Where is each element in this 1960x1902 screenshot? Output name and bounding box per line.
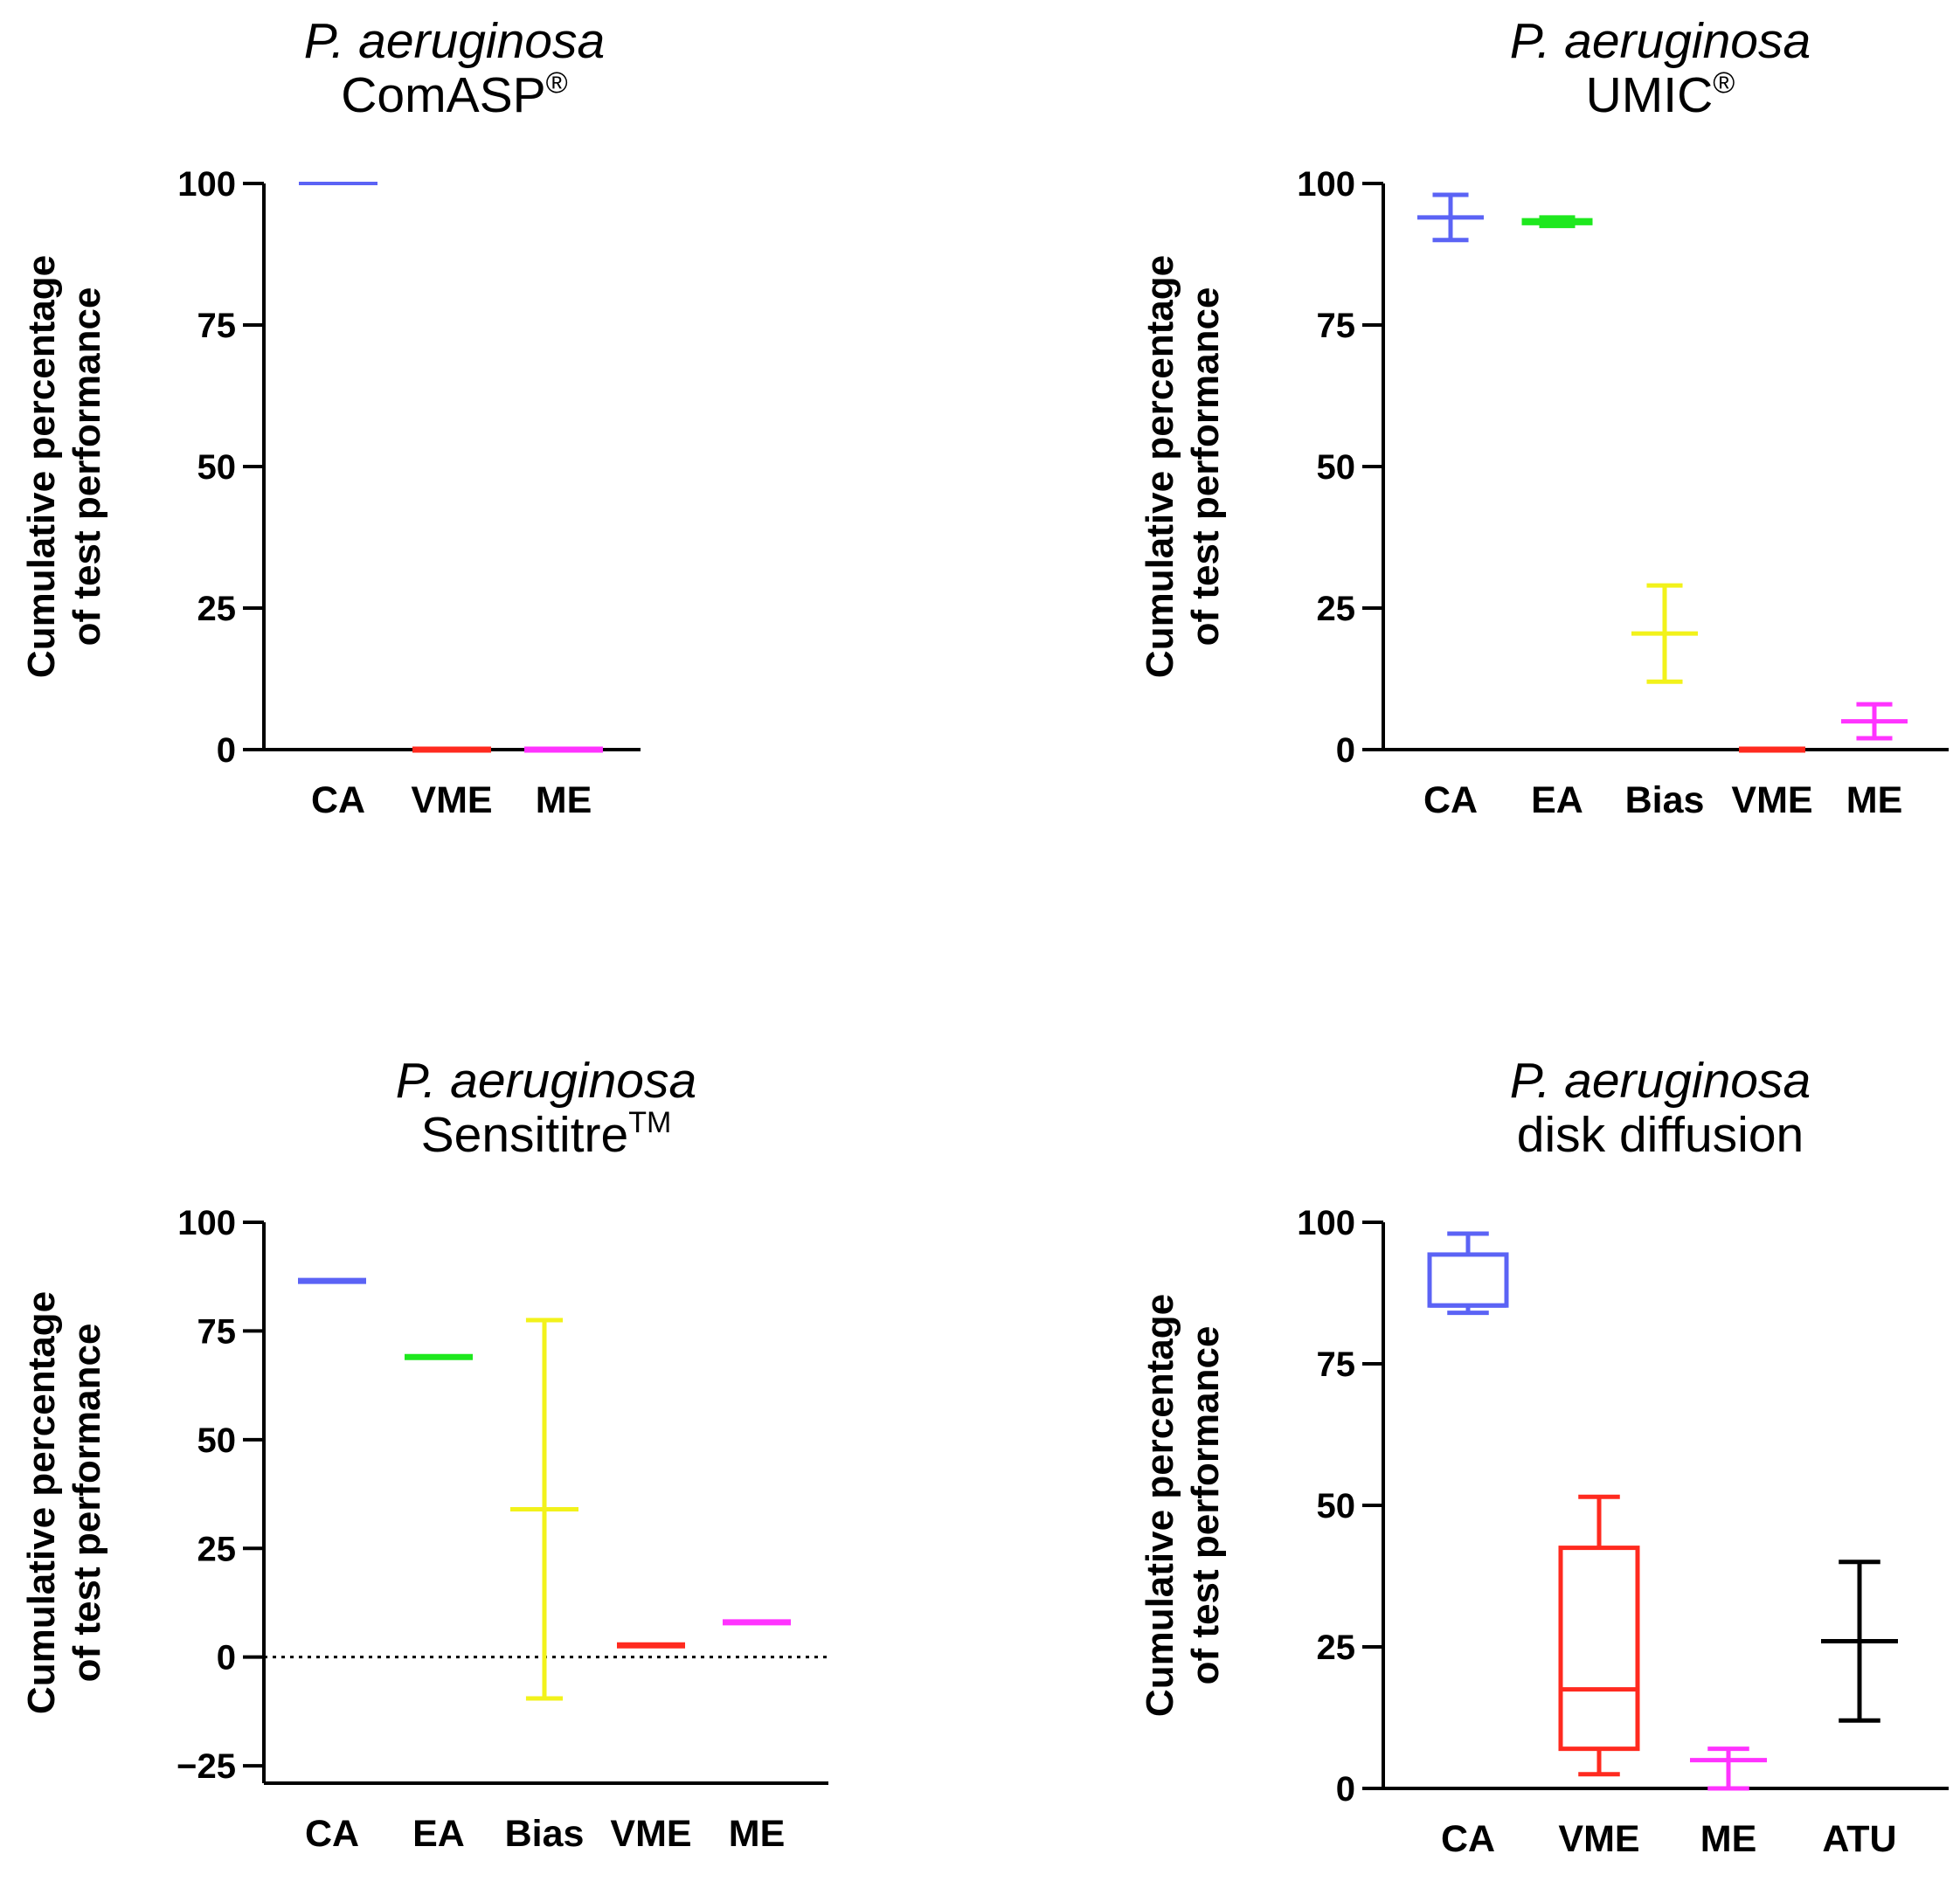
box-ca xyxy=(1417,192,1484,243)
panel-3-title-method: SensititreTM xyxy=(310,1105,782,1163)
panel-3-title: P. aeruginosa SensititreTM xyxy=(310,1055,782,1162)
y-axis-label-line1: Cumulative percentage xyxy=(1139,1294,1181,1717)
x-category-label: ATU xyxy=(1822,1818,1896,1860)
panel-1-title-organism: P. aeruginosa xyxy=(303,13,606,69)
panel-2-title-sup: ® xyxy=(1713,66,1735,100)
y-tick-label: 75 xyxy=(197,1312,237,1351)
x-category-label: VME xyxy=(610,1813,691,1855)
y-tick-label: 50 xyxy=(197,448,237,487)
y-axis-label-line2: of test performance xyxy=(1184,1326,1227,1685)
chart-panel-2: 0 25 50 75 100 CA EA Bias VME ME Cumulative percen… xyxy=(1139,165,1949,821)
chart-panel-4: 0 25 50 75 100 CA VME ME ATU Cumulative percentag… xyxy=(1139,1204,1949,1860)
panel-1-title-method: ComASP® xyxy=(218,66,690,123)
x-category-label: ME xyxy=(1700,1818,1757,1860)
box-me xyxy=(1841,702,1908,741)
y-axis-label: Cumulative percentageof test performance xyxy=(1139,255,1227,678)
y-tick-label: 25 xyxy=(1317,1629,1356,1667)
panel-3-title-method-text: Sensititre xyxy=(420,1106,629,1163)
y-axis-label-line1: Cumulative percentage xyxy=(1139,255,1181,678)
y-axis-label-line2: of test performance xyxy=(66,287,108,647)
y-tick-label: 100 xyxy=(1297,1204,1355,1242)
panel-2-title: P. aeruginosa UMIC® xyxy=(1424,13,1896,123)
y-axis-label-line2: of test performance xyxy=(1184,287,1227,647)
y-tick-label: 50 xyxy=(197,1421,237,1460)
y-tick-label: 0 xyxy=(217,1639,236,1677)
x-category-label: VME xyxy=(1558,1818,1639,1860)
x-category-label: Bias xyxy=(1625,779,1705,821)
y-tick-label: 75 xyxy=(1317,307,1356,345)
panel-2-title-method-text: UMIC xyxy=(1585,66,1714,123)
y-axis-label: Cumulative percentageof test performance xyxy=(20,255,108,678)
y-tick-label: 100 xyxy=(177,165,236,204)
y-tick-label: 100 xyxy=(1297,165,1355,204)
y-tick-label: 25 xyxy=(197,1530,237,1568)
iqr-box xyxy=(1427,1252,1509,1308)
box-bias xyxy=(1631,583,1698,684)
x-category-label: CA xyxy=(311,779,365,821)
x-category-label: ME xyxy=(1846,779,1903,821)
x-category-label: CA xyxy=(305,1813,359,1855)
box-bias xyxy=(510,1318,578,1701)
panel-1-title-sup: ® xyxy=(545,66,568,100)
y-axis-label-line2: of test performance xyxy=(66,1324,108,1683)
box-atu xyxy=(1821,1560,1898,1723)
chart-panel-3: −25 0 25 50 75 100 CA EA Bias VME ME Cumulative per… xyxy=(20,1204,828,1855)
x-category-label: VME xyxy=(1731,779,1812,821)
x-category-label: CA xyxy=(1423,779,1478,821)
x-category-label: Bias xyxy=(505,1813,585,1855)
y-tick-label: 75 xyxy=(197,307,237,345)
y-tick-label: 0 xyxy=(1336,1770,1355,1809)
y-tick-label: 25 xyxy=(197,590,237,628)
panel-4-title-method-text: disk diffusion xyxy=(1516,1106,1804,1163)
y-tick-label: 100 xyxy=(177,1204,236,1242)
panel-4-title-organism: P. aeruginosa xyxy=(1509,1053,1811,1109)
panel-3-title-organism: P. aeruginosa xyxy=(395,1053,697,1109)
panel-4-title: P. aeruginosa disk diffusion xyxy=(1424,1055,1896,1162)
panel-2-title-organism: P. aeruginosa xyxy=(1509,13,1811,69)
x-category-label: ME xyxy=(729,1813,786,1855)
chart-panel-1: 0 25 50 75 100 CA VME ME Cumulative percentageof… xyxy=(20,165,641,821)
x-category-label: CA xyxy=(1441,1818,1495,1860)
panel-1-title: P. aeruginosa ComASP® xyxy=(218,13,690,123)
panel-3-title-sup: TM xyxy=(628,1105,672,1139)
y-tick-label: 50 xyxy=(1317,448,1356,487)
y-tick-label: 75 xyxy=(1317,1345,1356,1384)
y-axis-label-line1: Cumulative percentage xyxy=(20,1291,63,1714)
y-tick-label: 0 xyxy=(1336,731,1355,770)
y-tick-label: −25 xyxy=(177,1747,236,1786)
y-tick-label: 0 xyxy=(217,731,236,770)
y-axis-label: Cumulative percentageof test performance xyxy=(1139,1294,1227,1717)
iqr-box xyxy=(1558,1546,1640,1752)
y-tick-label: 50 xyxy=(1317,1487,1356,1525)
panel-1-title-method-text: ComASP xyxy=(341,66,546,123)
box-vme xyxy=(1558,1494,1640,1777)
box-me xyxy=(1690,1746,1767,1791)
y-axis-label-line1: Cumulative percentage xyxy=(20,255,63,678)
y-axis-label: Cumulative percentageof test performance xyxy=(20,1291,108,1714)
x-category-label: ME xyxy=(536,779,592,821)
panel-2-title-method: UMIC® xyxy=(1424,66,1896,123)
panel-4-title-method: disk diffusion xyxy=(1424,1108,1896,1162)
x-category-label: EA xyxy=(412,1813,465,1855)
x-category-label: VME xyxy=(411,779,492,821)
y-tick-label: 25 xyxy=(1317,590,1356,628)
box-ea xyxy=(1521,215,1593,229)
box-ca xyxy=(1427,1231,1509,1316)
x-category-label: EA xyxy=(1531,779,1583,821)
